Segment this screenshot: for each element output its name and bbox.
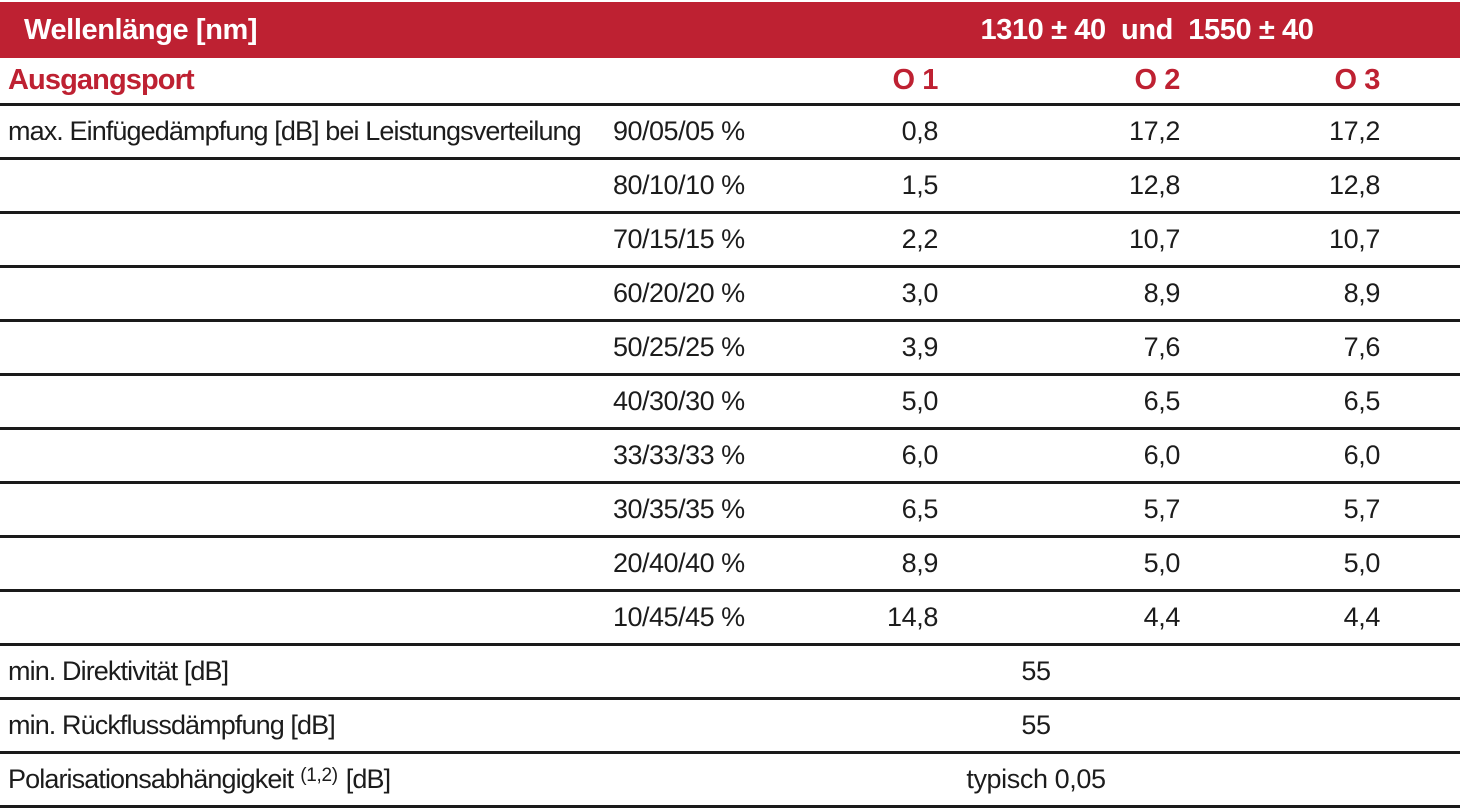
wavelength-value: 1310 ± 40 und 1550 ± 40: [790, 2, 1460, 58]
return-loss-label: min. Rückflussdämpfung [dB]: [0, 698, 612, 754]
insertion-loss-row: 33/33/33 % 6,0 6,0 6,0: [0, 428, 1460, 484]
o1-value-cell: 14,8: [790, 590, 950, 646]
return-loss-row: min. Rückflussdämpfung [dB] 55: [0, 698, 1460, 754]
empty-label-cell: [0, 482, 612, 538]
empty-label-cell: [0, 590, 612, 646]
ausgangsport-label: Ausgangsport: [0, 58, 790, 106]
directivity-value: 55: [612, 644, 1460, 700]
insertion-loss-row: 50/25/25 % 3,9 7,6 7,6: [0, 320, 1460, 376]
insertion-loss-row: 40/30/30 % 5,0 6,5 6,5: [0, 374, 1460, 430]
empty-label-cell: [0, 158, 612, 214]
o2-value-cell: 4,4: [950, 590, 1195, 646]
empty-label-cell: [0, 320, 612, 376]
o2-value-cell: 12,8: [950, 158, 1195, 214]
insertion-loss-row: 70/15/15 % 2,2 10,7 10,7: [0, 212, 1460, 268]
split-ratio-cell: 33/33/33 %: [612, 428, 790, 484]
insertion-loss-label: max. Einfügedämpfung [dB] bei Leistungsv…: [0, 104, 612, 160]
insertion-loss-row: 20/40/40 % 8,9 5,0 5,0: [0, 536, 1460, 592]
o3-value-cell: 10,7: [1195, 212, 1460, 268]
insertion-loss-row: 10/45/45 % 14,8 4,4 4,4: [0, 590, 1460, 646]
directivity-label: min. Direktivität [dB]: [0, 644, 612, 700]
o3-value-cell: 5,7: [1195, 482, 1460, 538]
split-ratio-cell: 70/15/15 %: [612, 212, 790, 268]
o1-value-cell: 2,2: [790, 212, 950, 268]
o3-value-cell: 7,6: [1195, 320, 1460, 376]
o2-value-cell: 7,6: [950, 320, 1195, 376]
port-o2-header: O 2: [950, 58, 1195, 106]
o2-value-cell: 5,0: [950, 536, 1195, 592]
o2-value-cell: 6,5: [950, 374, 1195, 430]
return-loss-value: 55: [612, 698, 1460, 754]
o1-value-cell: 3,0: [790, 266, 950, 322]
footnote-superscript: (1,2): [300, 765, 338, 786]
split-ratio-cell: 50/25/25 %: [612, 320, 790, 376]
split-ratio-cell: 80/10/10 %: [612, 158, 790, 214]
polarization-label-text: Polarisationsabhängigkeit: [8, 764, 294, 794]
o3-value-cell: 8,9: [1195, 266, 1460, 322]
split-ratio-cell: 10/45/45 %: [612, 590, 790, 646]
o3-value-cell: 12,8: [1195, 158, 1460, 214]
split-ratio-cell: 40/30/30 %: [612, 374, 790, 430]
o2-value-cell: 5,7: [950, 482, 1195, 538]
polarization-unit: [dB]: [345, 764, 391, 794]
split-ratio-cell: 60/20/20 %: [612, 266, 790, 322]
o2-value-cell: 8,9: [950, 266, 1195, 322]
split-ratio-cell: 90/05/05 %: [612, 104, 790, 160]
wavelength-header-row: Wellenlänge [nm] 1310 ± 40 und 1550 ± 40: [0, 2, 1460, 58]
split-ratio-cell: 20/40/40 %: [612, 536, 790, 592]
o2-value-cell: 6,0: [950, 428, 1195, 484]
o1-value-cell: 5,0: [790, 374, 950, 430]
insertion-loss-row: 80/10/10 % 1,5 12,8 12,8: [0, 158, 1460, 214]
insertion-loss-row: 30/35/35 % 6,5 5,7 5,7: [0, 482, 1460, 538]
o1-value-cell: 1,5: [790, 158, 950, 214]
port-o1-header: O 1: [790, 58, 950, 106]
o3-value-cell: 5,0: [1195, 536, 1460, 592]
o2-value-cell: 10,7: [950, 212, 1195, 268]
empty-label-cell: [0, 536, 612, 592]
split-ratio-cell: 30/35/35 %: [612, 482, 790, 538]
empty-label-cell: [0, 428, 612, 484]
port-o3-header: O 3: [1195, 58, 1460, 106]
o1-value-cell: 6,5: [790, 482, 950, 538]
empty-label-cell: [0, 266, 612, 322]
directivity-row: min. Direktivität [dB] 55: [0, 644, 1460, 700]
o1-value-cell: 3,9: [790, 320, 950, 376]
o3-value-cell: 6,5: [1195, 374, 1460, 430]
o2-value-cell: 17,2: [950, 104, 1195, 160]
o3-value-cell: 4,4: [1195, 590, 1460, 646]
empty-label-cell: [0, 374, 612, 430]
o3-value-cell: 6,0: [1195, 428, 1460, 484]
output-ports-row: Ausgangsport O 1 O 2 O 3: [0, 58, 1460, 106]
o3-value-cell: 17,2: [1195, 104, 1460, 160]
insertion-loss-row: max. Einfügedämpfung [dB] bei Leistungsv…: [0, 104, 1460, 160]
wavelength-label: Wellenlänge [nm]: [0, 2, 790, 58]
empty-label-cell: [0, 212, 612, 268]
o1-value-cell: 8,9: [790, 536, 950, 592]
o1-value-cell: 0,8: [790, 104, 950, 160]
insertion-loss-row: 60/20/20 % 3,0 8,9 8,9: [0, 266, 1460, 322]
o1-value-cell: 6,0: [790, 428, 950, 484]
